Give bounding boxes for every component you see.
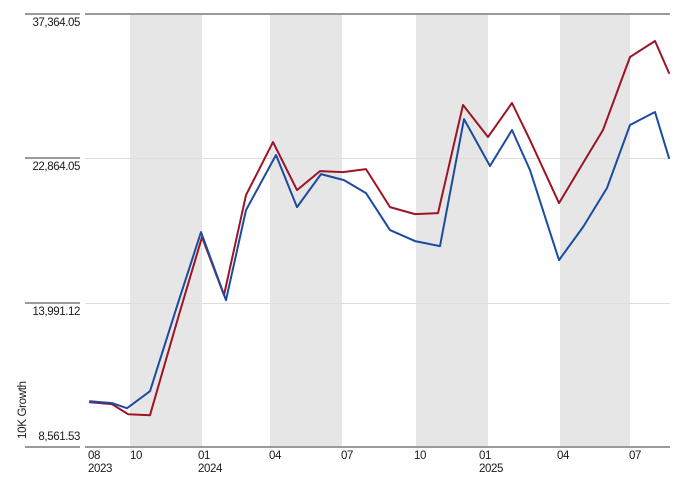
x-axis-month-label: 01 bbox=[198, 450, 210, 462]
x-axis-month-label: 10 bbox=[414, 450, 426, 462]
x-axis-month-label: 07 bbox=[629, 450, 641, 462]
x-axis-month-label: 10 bbox=[130, 450, 142, 462]
quarter-shading-band bbox=[416, 15, 488, 446]
x-axis-year-label: 2024 bbox=[198, 463, 222, 475]
x-axis-month-label: 07 bbox=[341, 450, 353, 462]
x-axis-year-label: 2025 bbox=[479, 463, 503, 475]
y-axis-tick bbox=[25, 157, 80, 160]
y-axis-tick bbox=[25, 446, 80, 448]
y-axis-tick bbox=[25, 13, 80, 15]
x-axis-year-label: 2023 bbox=[88, 463, 112, 475]
x-axis-month-label: 08 bbox=[88, 450, 100, 462]
y-axis-label: 8,561.53 bbox=[38, 431, 80, 443]
y-gridline bbox=[85, 158, 670, 160]
quarter-shading-band bbox=[560, 15, 630, 446]
y-axis-label: 22,864.05 bbox=[32, 161, 80, 174]
x-axis-month-label: 04 bbox=[557, 450, 569, 462]
quarter-shading-band bbox=[270, 15, 342, 446]
axis-border-line bbox=[85, 446, 670, 448]
axis-border-line bbox=[85, 13, 670, 15]
y-axis-tick bbox=[25, 301, 80, 304]
y-axis-label: 13,991.12 bbox=[32, 305, 80, 318]
quarter-shading-band bbox=[130, 15, 202, 446]
y-gridline bbox=[85, 302, 670, 304]
y-axis-label: 37,364.05 bbox=[32, 17, 80, 29]
x-axis-month-label: 04 bbox=[269, 450, 281, 462]
x-axis-month-label: 01 bbox=[479, 450, 491, 462]
